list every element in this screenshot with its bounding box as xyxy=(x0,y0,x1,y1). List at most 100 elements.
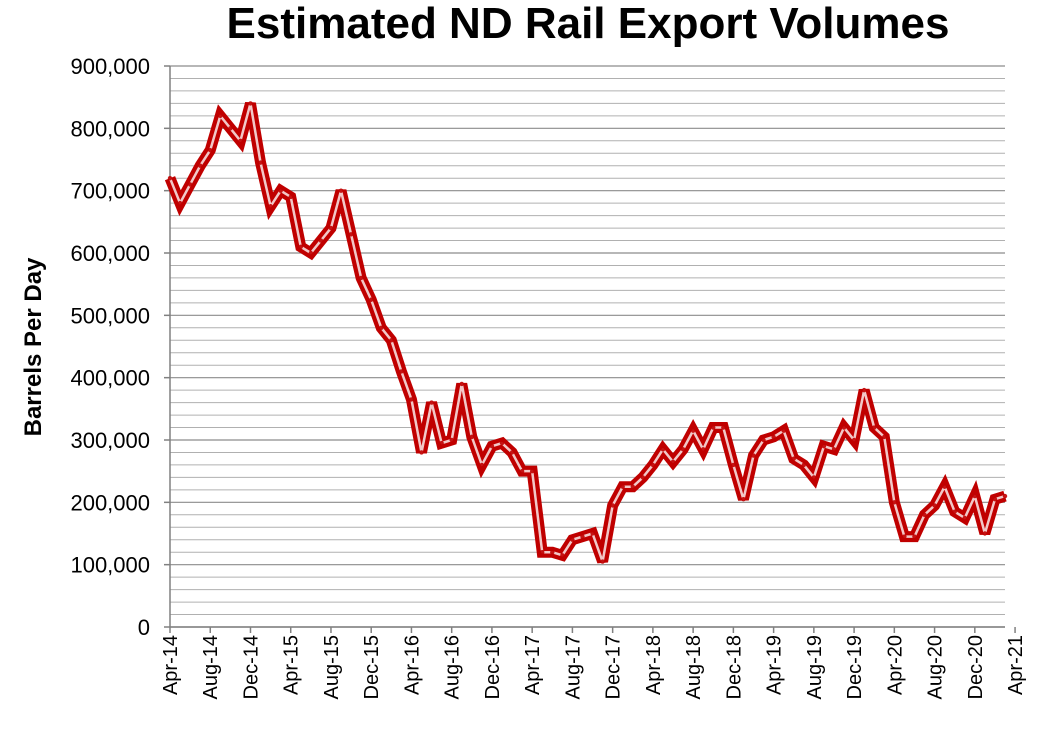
data-point xyxy=(379,325,384,330)
data-point xyxy=(399,369,404,374)
data-point xyxy=(821,444,827,449)
x-tick-label: Aug-18 xyxy=(683,635,705,700)
data-point xyxy=(560,553,565,558)
y-tick-label: 800,000 xyxy=(70,116,150,141)
data-point xyxy=(801,462,806,468)
axes xyxy=(169,66,1005,628)
data-point xyxy=(962,515,967,521)
y-tick-label: 0 xyxy=(138,615,150,640)
x-axis-ticks: Apr-14 Aug-14 Dec-14 Apr-15 Aug-15 Dec-15 Apr-… xyxy=(160,627,1027,700)
gridlines xyxy=(170,65,1005,628)
data-point xyxy=(680,447,686,452)
data-point xyxy=(952,509,957,514)
x-tick-label: Dec-14 xyxy=(240,635,262,699)
x-tick-label: Aug-14 xyxy=(200,635,222,700)
data-point xyxy=(238,138,243,143)
data-point xyxy=(711,425,716,430)
data-point xyxy=(409,397,414,402)
data-point xyxy=(771,434,776,440)
data-point xyxy=(459,381,464,387)
data-point xyxy=(670,459,676,465)
data-point xyxy=(278,188,283,193)
y-tick-label: 100,000 xyxy=(70,553,150,578)
data-point xyxy=(248,101,253,106)
data-point xyxy=(258,160,263,165)
data-point xyxy=(922,512,927,517)
data-point xyxy=(751,453,756,458)
data-point xyxy=(328,225,334,231)
series-line-highlight xyxy=(168,102,1006,563)
x-tick-label: Aug-16 xyxy=(442,635,464,700)
data-point xyxy=(288,194,293,200)
data-point xyxy=(942,484,947,489)
data-point xyxy=(489,444,495,449)
x-tick-label: Aug-17 xyxy=(562,635,584,700)
data-point xyxy=(348,232,354,237)
data-point xyxy=(912,534,917,539)
y-tick-label: 900,000 xyxy=(70,54,150,79)
data-point xyxy=(620,484,625,489)
data-point xyxy=(469,434,475,440)
data-point xyxy=(369,297,374,302)
data-point xyxy=(218,113,223,119)
x-tick-label: Aug-19 xyxy=(804,635,826,700)
data-point xyxy=(610,503,615,508)
data-point xyxy=(439,440,444,446)
data-point xyxy=(167,176,173,181)
y-tick-label: 500,000 xyxy=(70,303,150,328)
x-tick-label: Apr-14 xyxy=(160,635,182,695)
data-point xyxy=(318,238,324,243)
data-point xyxy=(208,147,213,153)
data-point xyxy=(902,534,907,539)
y-tick-label: 600,000 xyxy=(70,241,150,266)
x-tick-label: Aug-15 xyxy=(321,635,343,700)
x-tick-label: Dec-18 xyxy=(723,635,745,699)
data-point xyxy=(1002,493,1008,499)
y-axis-ticks: 0 100,000 200,000 300,000 400,000 500,000 600,… xyxy=(70,54,170,640)
data-point xyxy=(640,475,646,480)
data-point xyxy=(509,450,515,455)
data-point xyxy=(429,400,434,405)
data-point xyxy=(700,447,706,452)
data-point xyxy=(992,497,998,502)
x-tick-label: Apr-20 xyxy=(884,635,906,695)
data-point xyxy=(741,497,746,502)
data-point xyxy=(479,462,485,468)
series-layer xyxy=(164,101,1008,564)
data-point xyxy=(268,204,273,209)
data-point xyxy=(972,493,978,499)
x-tick-label: Apr-21 xyxy=(1005,635,1027,695)
data-point xyxy=(882,434,887,440)
y-tick-label: 300,000 xyxy=(70,428,150,453)
data-point xyxy=(831,447,837,452)
data-point xyxy=(419,450,424,455)
y-tick-label: 400,000 xyxy=(70,366,150,391)
data-point xyxy=(228,126,233,131)
data-point xyxy=(177,200,183,206)
x-tick-label: Dec-16 xyxy=(482,635,504,699)
data-point xyxy=(570,537,575,542)
data-point xyxy=(550,550,555,555)
x-tick-label: Apr-19 xyxy=(764,635,786,695)
data-point xyxy=(650,462,656,468)
data-point xyxy=(338,188,344,193)
data-point xyxy=(721,425,726,430)
x-tick-label: Dec-17 xyxy=(603,635,625,699)
chart-title: Estimated ND Rail Export Volumes xyxy=(227,0,950,48)
data-point xyxy=(791,456,796,461)
data-point xyxy=(499,440,505,446)
data-point xyxy=(590,531,595,536)
y-tick-label: 200,000 xyxy=(70,490,150,515)
x-tick-label: Aug-20 xyxy=(925,635,947,700)
x-tick-label: Apr-16 xyxy=(401,635,423,695)
data-point xyxy=(781,428,786,433)
data-point xyxy=(389,338,394,343)
data-point xyxy=(932,503,937,508)
data-point xyxy=(187,182,193,187)
series-line xyxy=(164,101,1007,564)
x-tick-label: Apr-18 xyxy=(643,635,665,695)
x-tick-label: Dec-15 xyxy=(361,635,383,699)
x-tick-label: Dec-19 xyxy=(844,635,866,699)
data-point xyxy=(600,559,605,564)
